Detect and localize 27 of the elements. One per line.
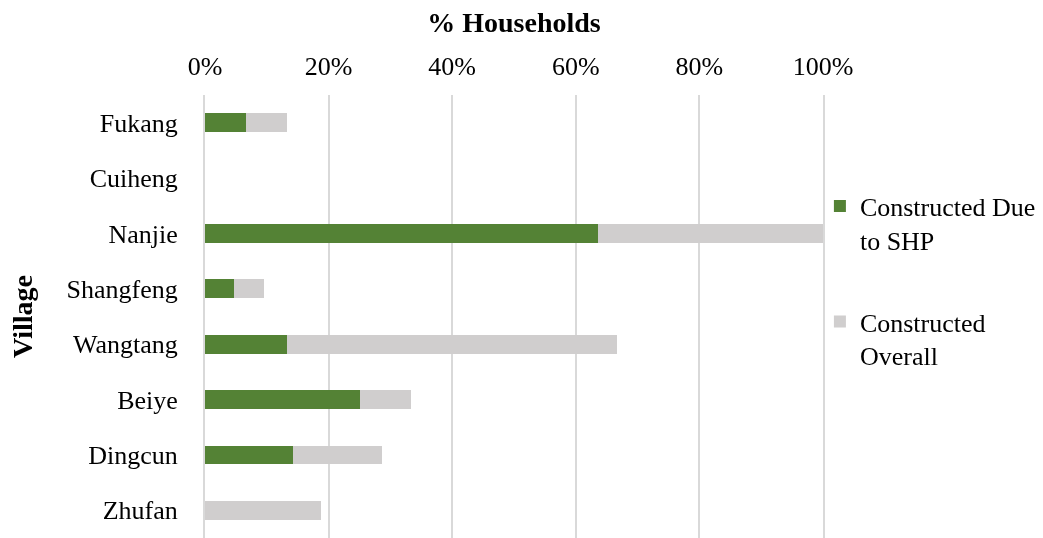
bar — [205, 224, 599, 243]
x-tick-label: 60% — [551, 51, 600, 81]
bar — [205, 390, 360, 409]
y-tick-label: Dingcun — [88, 441, 178, 471]
x-tick-label: 20% — [304, 51, 353, 81]
bar — [205, 334, 288, 354]
x-tick-label: 100% — [792, 51, 854, 81]
legend-label: Constructed Overall — [859, 308, 986, 372]
bar — [205, 113, 247, 133]
y-tick-label: Wangtang — [73, 330, 178, 360]
legend-label: Constructed Due to SHP — [859, 193, 1036, 256]
x-tick-label: 40% — [428, 51, 477, 81]
y-tick-label: Nanjie — [108, 219, 178, 249]
y-tick-label: Fukang — [99, 108, 178, 138]
x-tick-label: 80% — [675, 51, 724, 81]
x-tick-label: 0% — [187, 51, 223, 81]
x-axis-title: % Households — [427, 7, 601, 39]
bar — [246, 113, 288, 133]
bar — [205, 445, 294, 465]
y-tick-label: Beiye — [117, 385, 178, 415]
y-tick-label: Cuiheng — [89, 164, 178, 194]
y-axis-title: Village — [6, 275, 38, 358]
y-tick-label: Zhufan — [102, 496, 178, 526]
bar — [234, 279, 264, 299]
bar — [205, 279, 235, 299]
y-tick-label: Shangfeng — [66, 274, 178, 304]
bar — [359, 390, 411, 409]
